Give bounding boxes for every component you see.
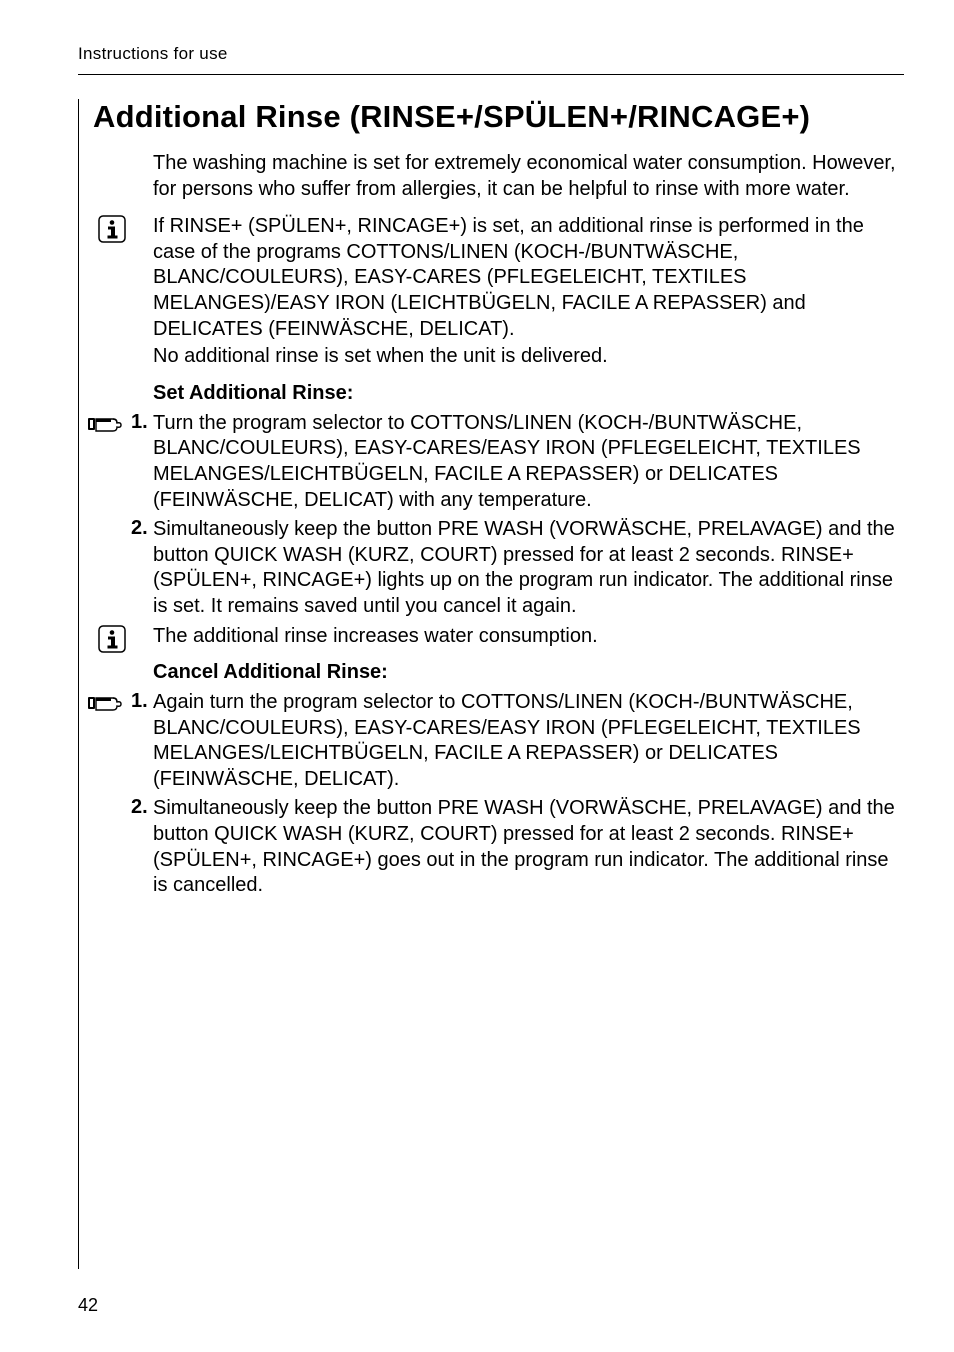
running-title: Instructions for use (78, 44, 904, 64)
set-heading: Set Additional Rinse: (153, 382, 904, 405)
hand-pointer-icon (87, 413, 125, 435)
hand-pointer-icon (87, 692, 125, 714)
header-rule (78, 74, 904, 75)
intro-paragraph: The washing machine is set for extremely… (153, 151, 904, 202)
step-number-2: 2. (131, 517, 148, 540)
cancel-heading: Cancel Additional Rinse: (153, 661, 904, 684)
step-number-1: 1. (131, 411, 148, 434)
page-number: 42 (78, 1295, 98, 1316)
cancel-step1-text: Again turn the program selector to COTTO… (153, 690, 904, 792)
cancel-step2-text: Simultaneously keep the button PRE WASH … (153, 796, 904, 898)
info1b-text: No additional rinse is set when the unit… (153, 344, 904, 370)
info2-text: The additional rinse increases water con… (153, 624, 904, 650)
cancel-step-1: 1. Again turn the program selector to CO… (93, 690, 904, 792)
cancel-step-2: 2. Simultaneously keep the button PRE WA… (93, 796, 904, 898)
set-step1-text: Turn the program selector to COTTONS/LIN… (153, 411, 904, 513)
info1-text: If RINSE+ (SPÜLEN+, RINCAGE+) is set, an… (153, 214, 904, 342)
info-icon (97, 624, 127, 654)
info-icon (97, 214, 127, 244)
set-step-2: 2. Simultaneously keep the button PRE WA… (93, 517, 904, 619)
section-title: Additional Rinse (RINSE+/SPÜLEN+/RINCAGE… (93, 99, 904, 135)
step-number-1: 1. (131, 690, 148, 713)
set-step2-text: Simultaneously keep the button PRE WASH … (153, 517, 904, 619)
info-block-1: If RINSE+ (SPÜLEN+, RINCAGE+) is set, an… (93, 214, 904, 370)
set-step-1: 1. Turn the program selector to COTTONS/… (93, 411, 904, 513)
content-frame: Additional Rinse (RINSE+/SPÜLEN+/RINCAGE… (78, 99, 904, 1269)
info-block-2: The additional rinse increases water con… (93, 624, 904, 650)
step-number-2: 2. (131, 796, 148, 819)
